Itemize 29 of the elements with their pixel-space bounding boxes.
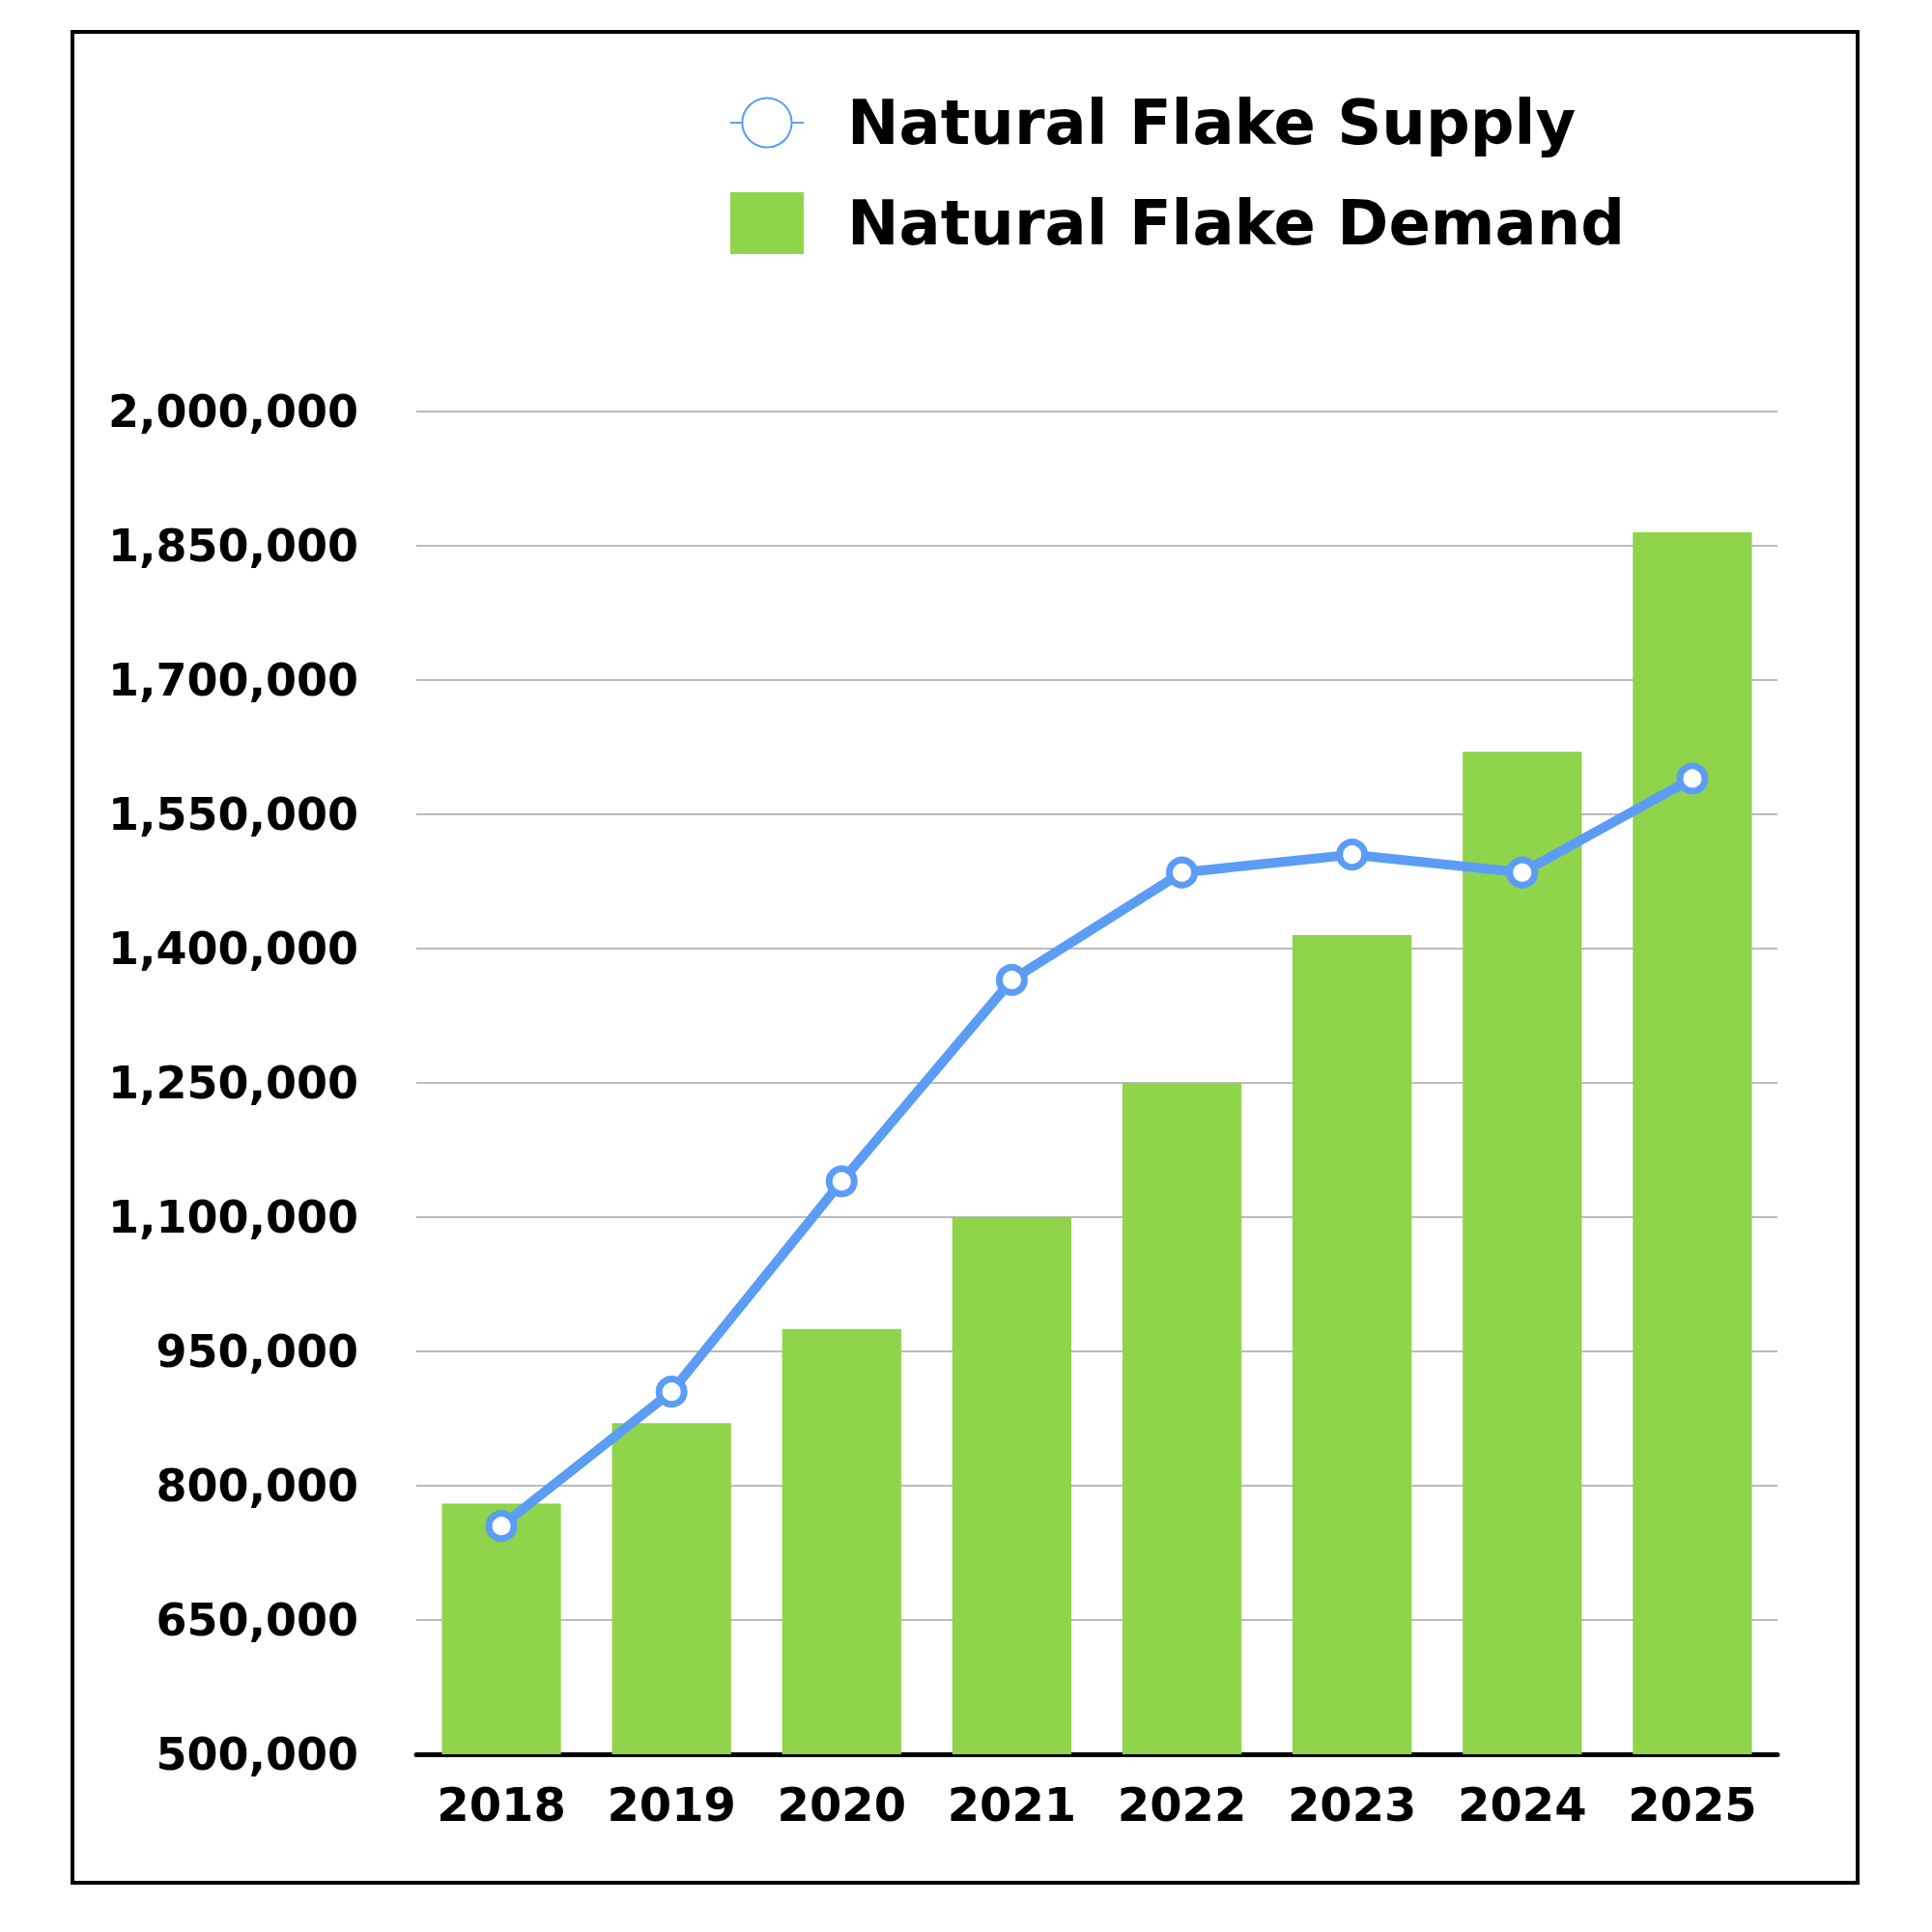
point	[1336, 838, 1369, 871]
point	[995, 963, 1028, 996]
y-tick-label: 1,250,000	[108, 1057, 358, 1109]
y-tick-label: 1,700,000	[108, 654, 358, 706]
y-tick-label: 2,000,000	[108, 385, 358, 438]
y-tick-label: 1,850,000	[108, 520, 358, 572]
x-tick-label: 2022	[1117, 1777, 1247, 1832]
y-tick-label: 1,400,000	[108, 923, 358, 975]
x-tick-label: 2019	[607, 1777, 736, 1832]
x-tick-label: 2024	[1458, 1777, 1587, 1832]
point	[485, 1510, 518, 1543]
x-tick-label: 2018	[437, 1777, 566, 1832]
point	[1506, 856, 1539, 889]
y-tick-label: 650,000	[156, 1594, 358, 1646]
y-tick-label: 950,000	[156, 1325, 358, 1378]
y-tick-label: 1,100,000	[108, 1191, 358, 1243]
y-tick-label: 500,000	[156, 1728, 358, 1780]
x-tick-label: 2020	[777, 1777, 907, 1832]
point	[825, 1165, 858, 1198]
point	[655, 1376, 688, 1408]
legend-label: Natural Flake Demand	[847, 187, 1626, 259]
x-tick-label: 2021	[947, 1777, 1077, 1832]
point	[1166, 856, 1199, 889]
point	[1676, 762, 1709, 795]
x-tick-label: 2025	[1628, 1777, 1757, 1832]
x-tick-label: 2023	[1287, 1777, 1417, 1832]
y-tick-label: 800,000	[156, 1460, 358, 1512]
y-tick-label: 1,550,000	[108, 788, 358, 840]
legend-label: Natural Flake Supply	[847, 87, 1577, 158]
